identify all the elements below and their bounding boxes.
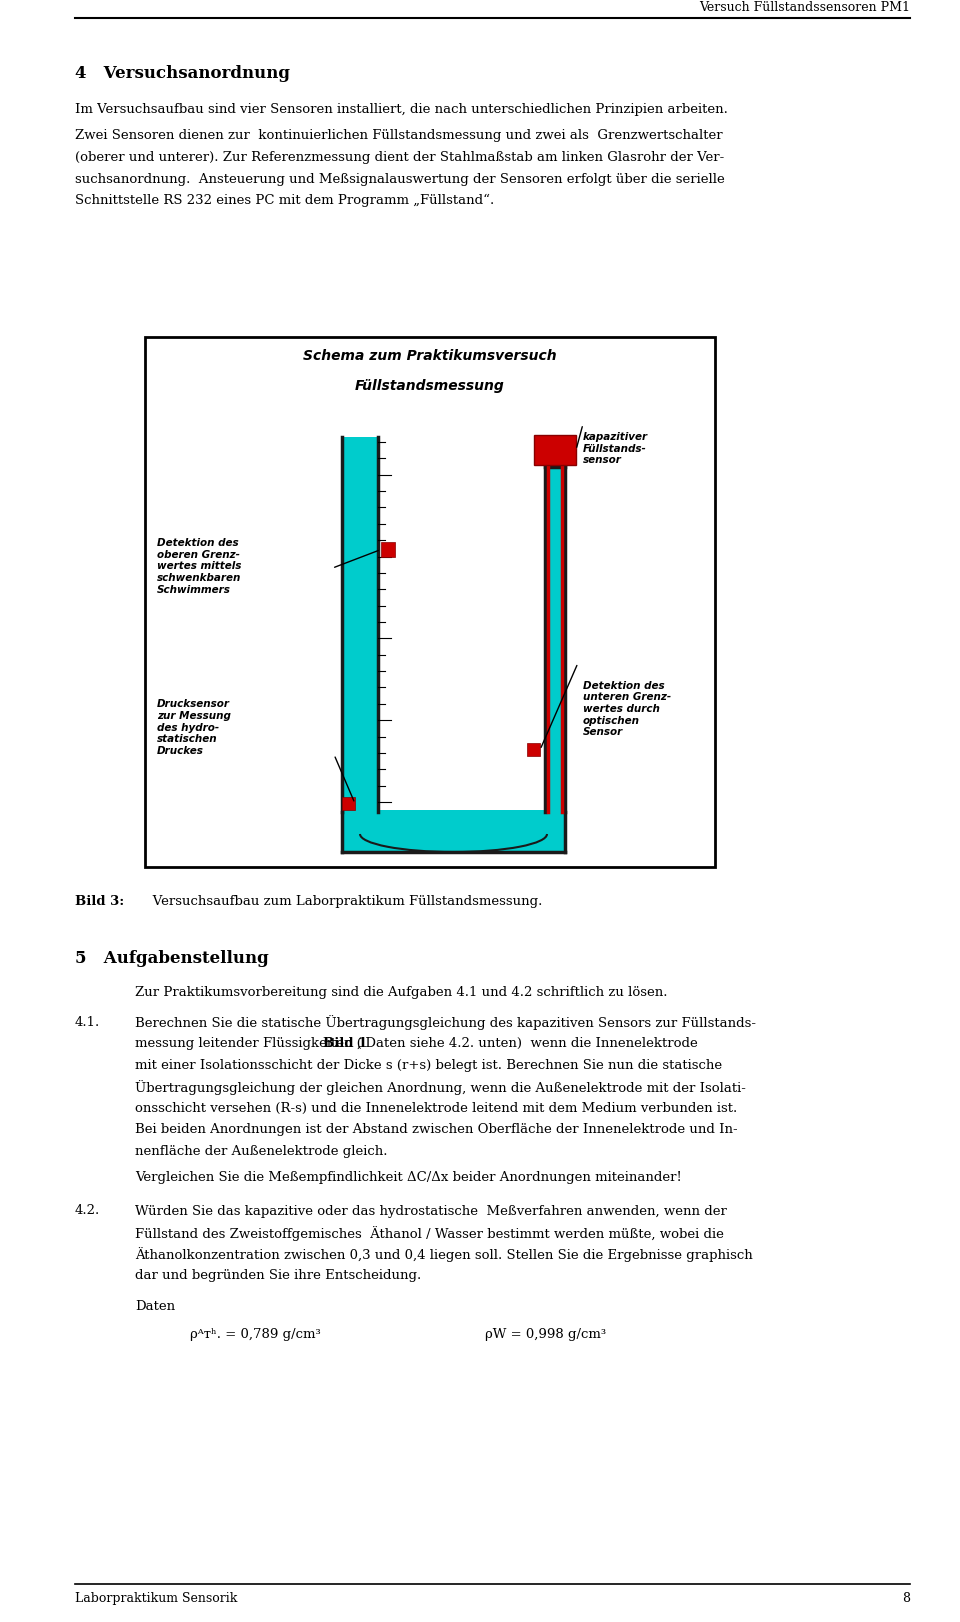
Bar [342,809,565,852]
Text: Übertragungsgleichung der gleichen Anordnung, wenn die Außenelektrode mit der Is: Übertragungsgleichung der gleichen Anord… [135,1080,746,1095]
Text: Versuch Füllstandssensoren PM1: Versuch Füllstandssensoren PM1 [699,2,910,15]
Text: Bild 1: Bild 1 [324,1036,368,1049]
Bar [342,796,355,809]
Text: Bild 3:: Bild 3: [75,895,124,908]
Text: messung leitender Flüssigkeiten (: messung leitender Flüssigkeiten ( [135,1036,362,1049]
Text: Daten: Daten [135,1301,175,1314]
Text: Detektion des
unteren Grenz-
wertes durch
optischen
Sensor: Detektion des unteren Grenz- wertes durc… [583,681,671,738]
Text: Im Versuchsaufbau sind vier Sensoren installiert, die nach unterschiedlichen Pri: Im Versuchsaufbau sind vier Sensoren ins… [75,104,728,117]
Text: Zwei Sensoren dienen zur  kontinuierlichen Füllstandsmessung und zwei als  Grenz: Zwei Sensoren dienen zur kontinuierliche… [75,130,723,143]
Text: Würden Sie das kapazitive oder das hydrostatische  Meßverfahren anwenden, wenn d: Würden Sie das kapazitive oder das hydro… [135,1205,727,1218]
Text: Schema zum Praktikumsversuch: Schema zum Praktikumsversuch [303,349,557,363]
Text: Füllstand des Zweistoffgemisches  Äthanol / Wasser bestimmt werden müßte, wobei : Füllstand des Zweistoffgemisches Äthanol… [135,1226,724,1241]
Text: ρᴬᴛʰ. = 0,789 g/cm³: ρᴬᴛʰ. = 0,789 g/cm³ [190,1328,321,1341]
Bar [381,542,395,556]
Text: 5   Aufgabenstellung: 5 Aufgabenstellung [75,950,269,967]
Text: ρW = 0,998 g/cm³: ρW = 0,998 g/cm³ [485,1328,606,1341]
Text: suchsanordnung.  Ansteuerung und Meßsignalauswertung der Sensoren erfolgt über d: suchsanordnung. Ansteuerung und Meßsigna… [75,172,725,185]
Text: , Daten siehe 4.2. unten)  wenn die Innenelektrode: , Daten siehe 4.2. unten) wenn die Innen… [357,1036,698,1049]
Text: Äthanolkonzentration zwischen 0,3 und 0,4 liegen soll. Stellen Sie die Ergebniss: Äthanolkonzentration zwischen 0,3 und 0,… [135,1247,753,1262]
Text: 4.1.: 4.1. [75,1015,100,1028]
Text: Schnittstelle RS 232 eines PC mit dem Programm „Füllstand“.: Schnittstelle RS 232 eines PC mit dem Pr… [75,195,494,208]
Bar [527,743,540,756]
Text: 8: 8 [902,1593,910,1606]
Text: Zur Praktikumsvorbereitung sind die Aufgaben 4.1 und 4.2 schriftlich zu lösen.: Zur Praktikumsvorbereitung sind die Aufg… [135,986,667,999]
Text: 4   Versuchsanordnung: 4 Versuchsanordnung [75,65,290,83]
Text: Detektion des
oberen Grenz-
wertes mittels
schwenkbaren
Schwimmers: Detektion des oberen Grenz- wertes mitte… [157,539,241,595]
FancyBboxPatch shape [145,337,715,868]
Text: Drucksensor
zur Messung
des hydro-
statischen
Druckes: Drucksensor zur Messung des hydro- stati… [157,699,230,756]
Text: Versuchsaufbau zum Laborpraktikum Füllstandsmessung.: Versuchsaufbau zum Laborpraktikum Füllst… [140,895,542,908]
Text: dar und begründen Sie ihre Entscheidung.: dar und begründen Sie ihre Entscheidung. [135,1268,421,1281]
Text: kapazitiver
Füllstands-
sensor: kapazitiver Füllstands- sensor [583,431,648,466]
Bar [342,436,378,813]
Text: Bei beiden Anordnungen ist der Abstand zwischen Oberfläche der Innenelektrode un: Bei beiden Anordnungen ist der Abstand z… [135,1122,737,1135]
Text: Füllstandsmessung: Füllstandsmessung [355,380,505,393]
Bar [545,467,565,813]
Text: Vergleichen Sie die Meßempfindlichkeit ΔC/Δx beider Anordnungen miteinander!: Vergleichen Sie die Meßempfindlichkeit Δ… [135,1171,682,1184]
Text: 4.2.: 4.2. [75,1205,100,1218]
Text: nenfläche der Außenelektrode gleich.: nenfläche der Außenelektrode gleich. [135,1145,388,1158]
Text: onsschicht versehen (R-s) und die Innenelektrode leitend mit dem Medium verbunde: onsschicht versehen (R-s) und die Innene… [135,1101,737,1114]
Text: Laborpraktikum Sensorik: Laborpraktikum Sensorik [75,1593,237,1606]
Text: mit einer Isolationsschicht der Dicke s (r+s) belegt ist. Berechnen Sie nun die : mit einer Isolationsschicht der Dicke s … [135,1059,722,1072]
Text: (oberer und unterer). Zur Referenzmessung dient der Stahlmaßstab am linken Glasr: (oberer und unterer). Zur Referenzmessun… [75,151,724,164]
Bar [534,435,576,466]
Text: Berechnen Sie die statische Übertragungsgleichung des kapazitiven Sensors zur Fü: Berechnen Sie die statische Übertragungs… [135,1015,756,1030]
